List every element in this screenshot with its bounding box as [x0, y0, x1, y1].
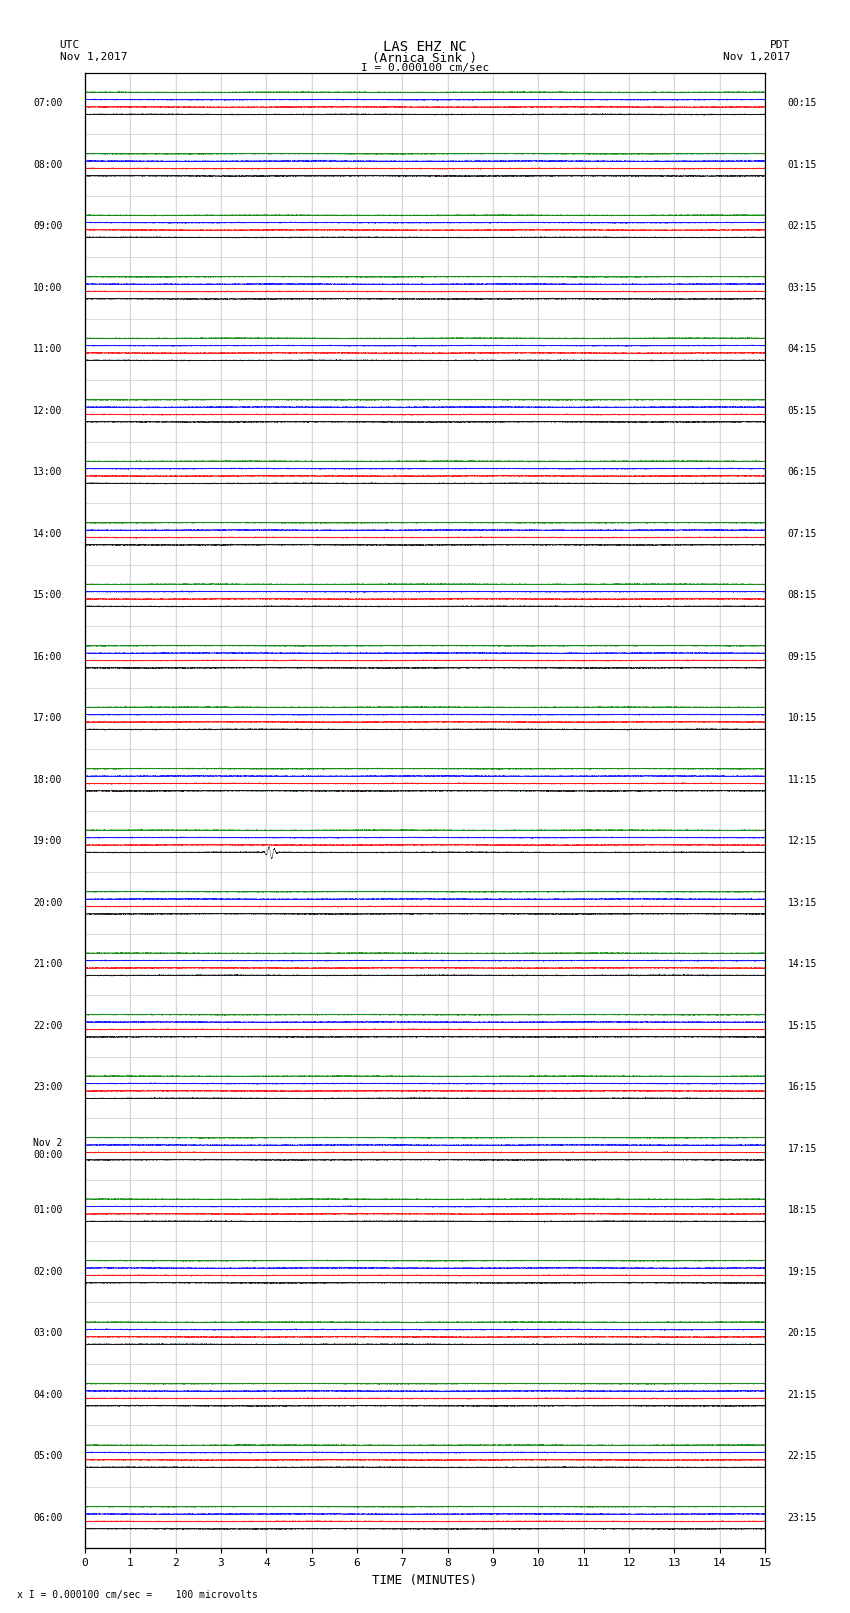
- Text: 14:00: 14:00: [33, 529, 62, 539]
- Text: 10:00: 10:00: [33, 282, 62, 294]
- Text: 18:15: 18:15: [788, 1205, 817, 1215]
- Text: 16:00: 16:00: [33, 652, 62, 661]
- Text: 12:15: 12:15: [788, 836, 817, 847]
- Text: 19:00: 19:00: [33, 836, 62, 847]
- Text: 17:00: 17:00: [33, 713, 62, 723]
- Text: 21:15: 21:15: [788, 1390, 817, 1400]
- Text: 19:15: 19:15: [788, 1266, 817, 1277]
- Text: 04:00: 04:00: [33, 1390, 62, 1400]
- Text: 20:15: 20:15: [788, 1327, 817, 1339]
- Text: I = 0.000100 cm/sec: I = 0.000100 cm/sec: [361, 63, 489, 73]
- Text: 09:00: 09:00: [33, 221, 62, 231]
- Text: 09:15: 09:15: [788, 652, 817, 661]
- Text: 08:15: 08:15: [788, 590, 817, 600]
- Text: Nov 2
00:00: Nov 2 00:00: [33, 1137, 62, 1160]
- Text: 12:00: 12:00: [33, 406, 62, 416]
- Text: 01:15: 01:15: [788, 160, 817, 169]
- Text: UTC
Nov 1,2017: UTC Nov 1,2017: [60, 40, 127, 61]
- Text: 18:00: 18:00: [33, 774, 62, 786]
- Text: 15:15: 15:15: [788, 1021, 817, 1031]
- Text: 05:15: 05:15: [788, 406, 817, 416]
- Text: 13:15: 13:15: [788, 898, 817, 908]
- Text: LAS EHZ NC: LAS EHZ NC: [383, 40, 467, 55]
- Text: 01:00: 01:00: [33, 1205, 62, 1215]
- Text: 03:00: 03:00: [33, 1327, 62, 1339]
- Text: 20:00: 20:00: [33, 898, 62, 908]
- Text: 15:00: 15:00: [33, 590, 62, 600]
- Text: 06:15: 06:15: [788, 468, 817, 477]
- X-axis label: TIME (MINUTES): TIME (MINUTES): [372, 1574, 478, 1587]
- Text: 23:15: 23:15: [788, 1513, 817, 1523]
- Text: 08:00: 08:00: [33, 160, 62, 169]
- Text: 03:15: 03:15: [788, 282, 817, 294]
- Text: 10:15: 10:15: [788, 713, 817, 723]
- Text: 14:15: 14:15: [788, 960, 817, 969]
- Text: 07:15: 07:15: [788, 529, 817, 539]
- Text: 22:15: 22:15: [788, 1452, 817, 1461]
- Text: 11:15: 11:15: [788, 774, 817, 786]
- Text: 23:00: 23:00: [33, 1082, 62, 1092]
- Text: (Arnica Sink ): (Arnica Sink ): [372, 52, 478, 65]
- Text: 13:00: 13:00: [33, 468, 62, 477]
- Text: 06:00: 06:00: [33, 1513, 62, 1523]
- Text: 04:15: 04:15: [788, 344, 817, 355]
- Text: 00:15: 00:15: [788, 98, 817, 108]
- Text: 17:15: 17:15: [788, 1144, 817, 1153]
- Text: 05:00: 05:00: [33, 1452, 62, 1461]
- Text: 11:00: 11:00: [33, 344, 62, 355]
- Text: PDT
Nov 1,2017: PDT Nov 1,2017: [723, 40, 791, 61]
- Text: 21:00: 21:00: [33, 960, 62, 969]
- Text: 16:15: 16:15: [788, 1082, 817, 1092]
- Text: 07:00: 07:00: [33, 98, 62, 108]
- Text: 02:00: 02:00: [33, 1266, 62, 1277]
- Text: 22:00: 22:00: [33, 1021, 62, 1031]
- Text: x I = 0.000100 cm/sec =    100 microvolts: x I = 0.000100 cm/sec = 100 microvolts: [17, 1590, 258, 1600]
- Text: 02:15: 02:15: [788, 221, 817, 231]
